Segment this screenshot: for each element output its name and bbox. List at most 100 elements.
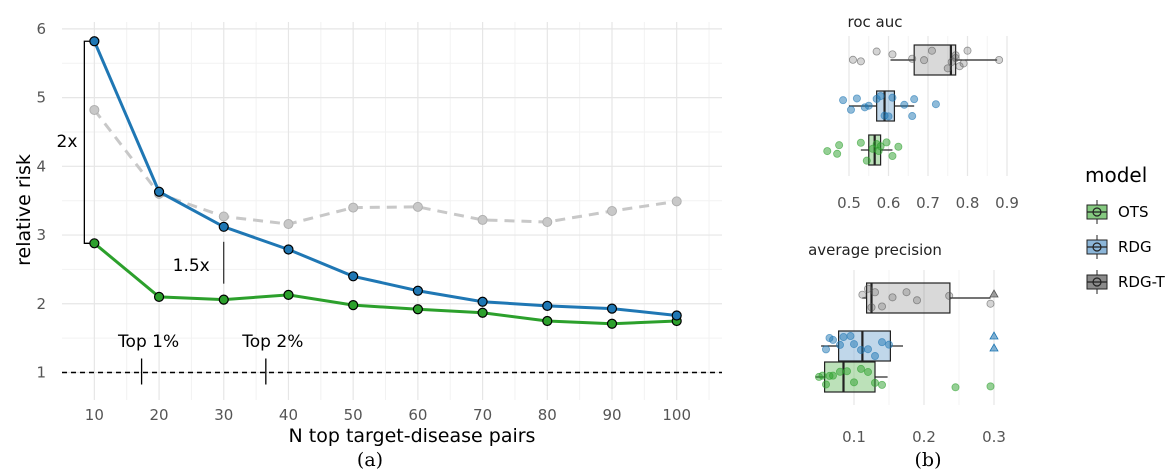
boxplot-panel: 0.5 0.6 0.7 0.8 0.9 roc auc 0.1 0.2 0.3 average p…: [808, 13, 1019, 471]
jitter-point: [882, 138, 891, 147]
jitter-point: [902, 288, 911, 297]
data-point-rdg: [412, 285, 423, 296]
jitter-point: [888, 152, 897, 161]
jitter-point: [945, 291, 954, 300]
data-point-rdg-t: [89, 104, 100, 115]
data-point-rdg-t: [607, 206, 617, 216]
box-rdg: [821, 330, 999, 362]
y-tick-label: 5: [36, 89, 46, 107]
jitter-point: [867, 303, 876, 312]
legend-point: [1092, 207, 1102, 217]
data-point-ots: [283, 289, 294, 300]
jitter-point: [829, 371, 838, 380]
data-point-ots: [218, 294, 229, 305]
x-tick-label: 80: [538, 406, 557, 424]
box-rdg: [839, 90, 940, 122]
annotation-2x: 2x: [57, 132, 78, 152]
data-point-ots: [89, 238, 100, 249]
jitter-point: [888, 293, 897, 302]
roc-auc-panel: 0.5 0.6 0.7 0.8 0.9 roc auc: [823, 13, 1019, 212]
data-point-rdg: [218, 221, 229, 232]
jitter-point: [908, 54, 917, 63]
legend-key-rdg: RDG: [1086, 235, 1152, 259]
y-tick-label: 4: [36, 157, 46, 175]
jitter-point: [871, 352, 880, 361]
annotation-top-2: Top 2%: [241, 332, 303, 352]
x-tick-label: 0.8: [956, 194, 980, 212]
jitter-point: [846, 105, 855, 114]
data-point-rdg: [348, 271, 359, 282]
data-point-rdg-t: [218, 211, 229, 222]
jitter-point: [822, 380, 831, 389]
jitter-point: [864, 284, 873, 293]
legend-label: RDG-T: [1118, 273, 1166, 291]
jitter-point: [900, 100, 909, 109]
x-tick-label: 30: [214, 406, 233, 424]
legend-label: RDG: [1118, 238, 1152, 256]
annotation-1-5x: 1.5x: [173, 256, 210, 276]
data-point-ots: [153, 291, 165, 303]
data-point-rdg-t: [671, 196, 682, 207]
box-ots: [823, 134, 903, 166]
outlier-triangle: [989, 289, 999, 298]
jitter-point: [894, 142, 903, 151]
legend: model OTS RDG RDG-T: [1085, 163, 1166, 294]
x-tick-label: 70: [473, 406, 492, 424]
jitter-point: [943, 64, 952, 73]
data-point-rdg-t: [542, 216, 553, 227]
legend-label: OTS: [1118, 203, 1149, 221]
jitter-point: [829, 335, 838, 344]
data-point-ots: [606, 318, 618, 329]
legend-key-ots: OTS: [1086, 200, 1149, 224]
jitter-point: [836, 367, 845, 376]
x-tick-label: 90: [602, 406, 621, 424]
y-tick-label: 3: [36, 226, 46, 244]
data-point-rdg-t: [477, 214, 488, 225]
jitter-point: [823, 147, 832, 156]
jitter-point: [846, 332, 855, 341]
x-tick-label: 10: [85, 406, 104, 424]
data-point-rdg: [283, 244, 294, 255]
jitter-point: [872, 47, 881, 56]
y-tick-label: 2: [36, 295, 46, 313]
jitter-point: [878, 338, 887, 347]
data-point-rdg: [477, 296, 488, 307]
data-point-ots: [477, 307, 488, 318]
jitter-point: [995, 55, 1004, 64]
x-tick-label: 60: [408, 406, 427, 424]
jitter-point: [864, 345, 873, 354]
jitter-point: [843, 367, 852, 376]
jitter-point: [852, 94, 861, 103]
x-tick-label: 20: [150, 406, 169, 424]
jitter-point: [884, 112, 893, 121]
jitter-point: [818, 371, 827, 380]
box-body: [865, 282, 951, 314]
jitter-point: [931, 100, 940, 109]
jitter-point: [857, 345, 866, 354]
jitter-point: [920, 56, 929, 65]
jitter-point: [876, 92, 885, 101]
caption-b: (b): [915, 449, 942, 471]
series-line-rdg: [92, 40, 677, 317]
series-line-rdg-t: [93, 109, 677, 226]
jitter-point: [822, 345, 831, 354]
jitter-point: [986, 299, 995, 308]
data-point-rdg-t: [348, 202, 359, 213]
data-point-rdg: [89, 36, 100, 47]
jitter-point: [850, 340, 859, 349]
outlier-triangle: [989, 343, 999, 352]
jitter-point: [871, 288, 880, 297]
x-tick-label: 100: [662, 406, 691, 424]
legend-key-rdg-t: RDG-T: [1086, 270, 1166, 294]
jitter-point: [951, 383, 960, 392]
x-tick-label: 0.9: [995, 194, 1019, 212]
y-tick-label: 1: [36, 364, 46, 382]
jitter-point: [986, 382, 995, 391]
data-point-ots: [542, 315, 553, 327]
data-point-rdg: [542, 300, 553, 311]
jitter-point: [836, 340, 845, 349]
line-chart-panel: 10 20 30 40 50 60 70 80 90 100 1 2 3 4 5 6 2x 1.5x Top 1% T…: [13, 20, 722, 471]
legend-point: [1092, 277, 1102, 287]
jitter-point: [885, 340, 894, 349]
